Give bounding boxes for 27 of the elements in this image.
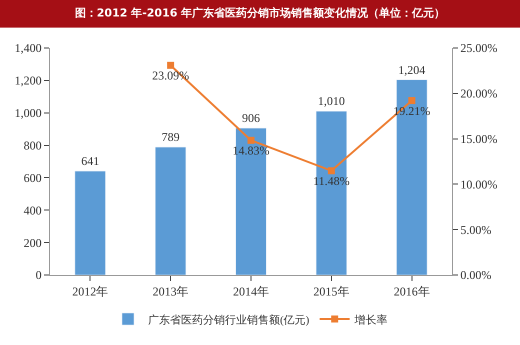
- y-tick-label: 600: [24, 170, 42, 185]
- x-tick-label: 2013年: [152, 284, 189, 298]
- y2-tick-label: 15.00%: [460, 132, 498, 146]
- y-tick-label: 400: [24, 203, 42, 218]
- x-tick-label: 2016年: [394, 284, 430, 298]
- data-label: 1,010: [318, 94, 345, 108]
- y2-tick-label: 10.00%: [460, 177, 498, 192]
- y-tick-label: 800: [24, 138, 42, 152]
- data-label: 789: [162, 130, 180, 144]
- data-label: 1,204: [398, 62, 426, 77]
- y2-tick-label: 25.00%: [460, 41, 498, 56]
- legend-label: 广东省医药分销行业销售额(亿元): [148, 313, 310, 326]
- y-tick-label: 200: [24, 236, 42, 250]
- y2-tick-label: 5.00%: [460, 222, 492, 237]
- y2-tick-label: 20.00%: [460, 86, 498, 101]
- data-label: 906: [242, 111, 260, 126]
- y-tick-label: 1,200: [14, 74, 42, 88]
- y2-tick-label: 0.00%: [460, 268, 492, 282]
- y-tick-label: 0: [36, 268, 42, 282]
- x-tick-label: 2014年: [233, 284, 269, 298]
- x-tick-label: 2012年: [72, 284, 108, 298]
- data-label: 641: [81, 154, 100, 168]
- y-tick-label: 1,000: [14, 106, 42, 120]
- legend-label: 增长率: [354, 313, 388, 326]
- chart-title: 图：2012 年-2016 年广东省医药分销市场销售额变化情况（单位：亿元）: [74, 6, 446, 20]
- x-tick-label: 2015年: [313, 284, 350, 298]
- y-tick-label: 1,400: [14, 41, 42, 56]
